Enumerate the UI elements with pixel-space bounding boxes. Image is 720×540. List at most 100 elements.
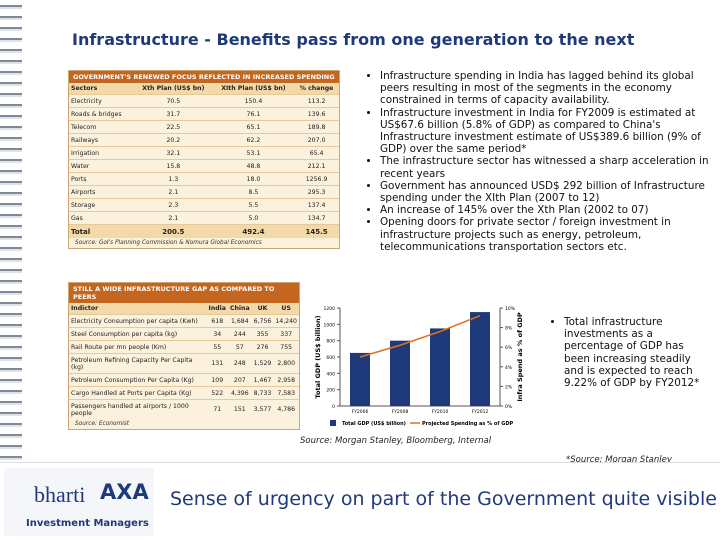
y2-tick-label: 2% (505, 384, 513, 390)
column-header: Xth Plan (US$ bn) (134, 83, 213, 95)
chart-source: Source: Morgan Stanley, Bloomberg, Inter… (300, 436, 492, 446)
spiral-binding (0, 0, 22, 460)
row: Airports 2.1 8.5 295.3 (69, 185, 339, 199)
row: Storage 2.3 5.5 137.4 (69, 198, 339, 212)
cell: 145.5 (294, 224, 339, 238)
cell: 337 (273, 327, 299, 341)
bullet: Opening doors for private sector / forei… (380, 216, 712, 253)
cell: 8,733 (251, 386, 274, 400)
peer-table: STILL A WIDE INFRASTRUCTURE GAP AS COMPA… (68, 282, 300, 430)
cell: 131 (206, 353, 228, 374)
cell: 137.4 (294, 198, 339, 212)
cell: 32.1 (134, 146, 213, 160)
y2-tick-label: 6% (505, 345, 513, 351)
cell: Cargo Handled at Ports per Capita (Kg) (69, 386, 207, 400)
table: Sectors Xth Plan (US$ bn) XIth Plan (US$ b… (69, 83, 339, 238)
row: Rail Route per mn people (Km) 55 57 276 755 (69, 340, 299, 354)
cell: 134.7 (294, 211, 339, 225)
cell: Railways (69, 133, 134, 147)
cell: 2.3 (134, 198, 213, 212)
cell: 2.1 (134, 185, 213, 199)
cell: 212.1 (294, 159, 339, 173)
cell: 4,786 (273, 399, 299, 419)
row: Water 15.8 48.8 212.1 (69, 159, 339, 173)
cell: Electricity (69, 94, 134, 108)
y2-tick-label: 0% (505, 404, 513, 410)
list: Total infrastructure investments as a pe… (550, 316, 710, 389)
row: Ports 1.3 18.0 1256.9 (69, 172, 339, 186)
cell: 1,684 (227, 314, 252, 328)
cell: 18.0 (212, 172, 295, 186)
cell: 71 (206, 399, 228, 419)
column-header: UK (251, 303, 274, 315)
y2-tick-label: 10% (505, 306, 516, 312)
cell: 2,800 (273, 353, 299, 374)
cell: Petroleum Refining Capacity Per Capita (… (69, 353, 207, 374)
table-heading: STILL A WIDE INFRASTRUCTURE GAP AS COMPA… (69, 283, 299, 303)
cell: Passengers handled at airports / 1000 pe… (69, 399, 207, 419)
y-tick-label: 800 (326, 339, 335, 345)
cell: Telecom (69, 120, 134, 134)
row: Telecom 22.5 65.1 189.8 (69, 120, 339, 134)
cell: 207.0 (294, 133, 339, 147)
logo-partner: AXA (100, 480, 149, 504)
cell: Electricity Consumption per capita (Kwh) (69, 314, 207, 328)
cell: 8.5 (212, 185, 295, 199)
cell: 7,583 (273, 386, 299, 400)
bullet: Government has announced USD$ 292 billio… (380, 180, 712, 204)
cell: 5.0 (212, 211, 295, 225)
y-tick-label: 600 (326, 355, 335, 361)
row: Steel Consumption per capita (kg) 34 244 35… (69, 327, 299, 341)
line (359, 314, 481, 358)
cell: 113.2 (294, 94, 339, 108)
cell: 48.8 (212, 159, 295, 173)
logo-division: Investment Managers (26, 518, 149, 529)
legend-swatch (330, 420, 336, 426)
cell: 522 (206, 386, 228, 400)
cell: 109 (206, 373, 228, 387)
row: Roads & bridges 31.7 76.1 139.6 (69, 107, 339, 121)
bullet: An increase of 145% over the Xth Plan (2… (380, 204, 712, 216)
bullet-list: Infrastructure spending in India has lag… (366, 70, 712, 253)
cell: Petroleum Consumption Per Capita (Kg) (69, 373, 207, 387)
cell: 295.3 (294, 185, 339, 199)
tagline: Sense of urgency on part of the Governme… (170, 488, 717, 510)
row: Gas 2.1 5.0 134.7 (69, 211, 339, 225)
x-tick-label: FY2006 (352, 409, 369, 415)
legend-label: Projected Spending as % of GDP (422, 421, 513, 427)
row: Petroleum Refining Capacity Per Capita (… (69, 353, 299, 374)
column-header: Indictor (69, 303, 207, 315)
y-tick-label: 0 (332, 404, 335, 410)
column-header: XIth Plan (US$ bn) (212, 83, 295, 95)
cell: Gas (69, 211, 134, 225)
cell: 4,396 (227, 386, 252, 400)
cell: 492.4 (212, 224, 295, 238)
table: Indictor India China UK US Electricity Consum… (69, 303, 299, 419)
cell: 1.3 (134, 172, 213, 186)
column-header: Sectors (69, 83, 134, 95)
cell: Irrigation (69, 146, 134, 160)
cell: 34 (206, 327, 228, 341)
cell: 65.4 (294, 146, 339, 160)
cell: 151 (227, 399, 252, 419)
y2-tick-label: 8% (505, 326, 513, 332)
row: Irrigation 32.1 53.1 65.4 (69, 146, 339, 160)
column-header: China (227, 303, 252, 315)
cell: Steel Consumption per capita (kg) (69, 327, 207, 341)
y-axis-label: Total GDP (US$ billion) (314, 315, 322, 398)
bar (350, 352, 370, 406)
cell: Water (69, 159, 134, 173)
cell: 62.2 (212, 133, 295, 147)
row: Petroleum Consumption Per Capita (Kg) 109… (69, 373, 299, 387)
chart-background (300, 298, 535, 438)
cell: 57 (227, 340, 252, 354)
cell: 70.5 (134, 94, 213, 108)
cell: 20.2 (134, 133, 213, 147)
cell: 55 (206, 340, 228, 354)
cell: 150.4 (212, 94, 295, 108)
cell: 248 (227, 353, 252, 374)
bullet-list: Total infrastructure investments as a pe… (550, 316, 710, 389)
cell: 755 (273, 340, 299, 354)
cell: Roads & bridges (69, 107, 134, 121)
